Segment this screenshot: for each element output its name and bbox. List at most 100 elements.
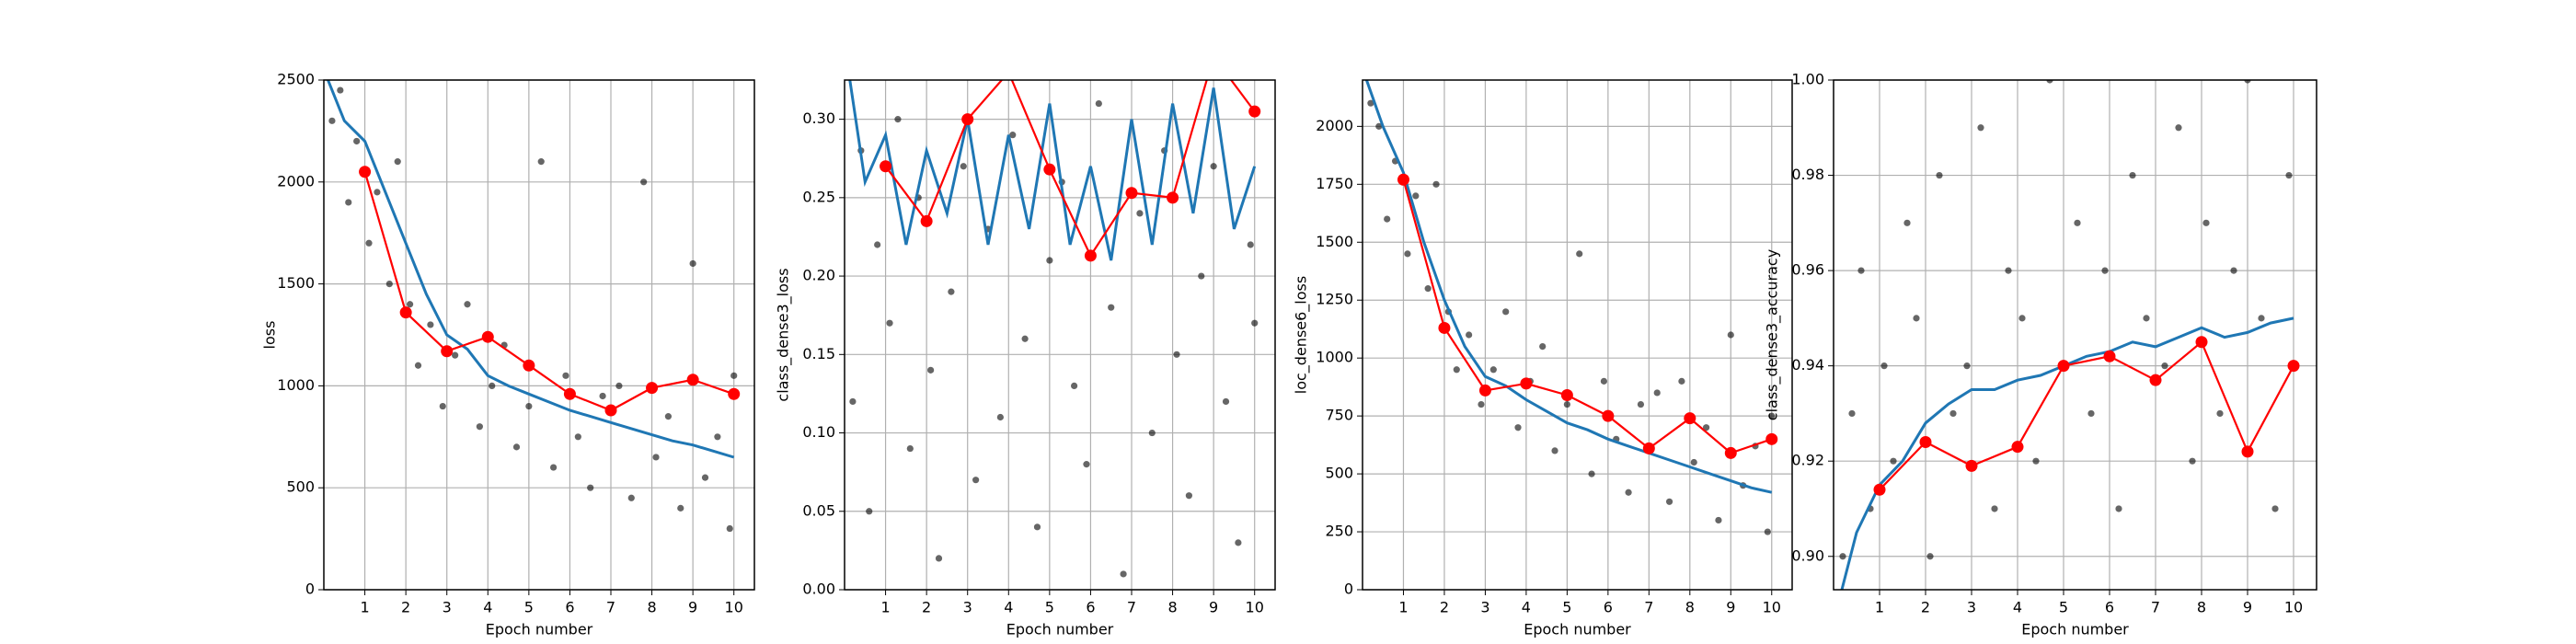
smoothed-line: [1364, 80, 1773, 494]
scatter-point: [652, 454, 660, 461]
epoch-line: [1879, 340, 2294, 491]
scatter-point: [550, 464, 558, 471]
x-tick-label: 3: [1967, 599, 1976, 616]
y-tick-label: 500: [286, 478, 315, 496]
epoch-point: [2103, 350, 2116, 362]
scatter-point: [1715, 516, 1722, 524]
scatter-point: [2046, 80, 2053, 84]
epoch-point: [1919, 435, 1932, 448]
scatter-point: [1551, 447, 1558, 454]
y-tick-label: 1500: [1316, 233, 1353, 250]
epoch-point: [1003, 66, 1015, 78]
x-tick-label: 6: [2105, 599, 2114, 616]
scatter-point: [849, 397, 857, 406]
scatter-point: [337, 86, 344, 94]
scatter-point: [2216, 409, 2224, 418]
scatter-point: [2018, 315, 2026, 322]
scatter-point: [2285, 171, 2293, 179]
axes-frame: [323, 79, 755, 591]
scatter-point: [562, 372, 569, 379]
scatter-point: [2087, 409, 2095, 418]
x-tick-label: 7: [1127, 599, 1136, 616]
scatter-point: [365, 239, 373, 247]
y-tick-label: 1250: [1316, 291, 1353, 308]
plot-area: [1839, 80, 2300, 590]
scatter-point: [1375, 122, 1383, 130]
scatter-point: [1576, 250, 1583, 258]
axes-frame: [844, 79, 1276, 591]
epoch-point: [523, 359, 535, 372]
scatter-point: [935, 555, 943, 562]
scatter-point: [2032, 457, 2040, 465]
x-tick-label: 2: [1921, 599, 1930, 616]
x-tick-label: 2: [1440, 599, 1449, 616]
scatter-point: [1991, 505, 1998, 512]
scatter-point: [1913, 315, 1920, 322]
y-axis-label: class_dense3_accuracy: [1764, 249, 1782, 420]
scatter-point: [1926, 553, 1934, 560]
scatter-point: [1514, 424, 1522, 431]
scatter-point: [2202, 219, 2210, 226]
scatter-point: [714, 433, 721, 441]
scatter-point: [1764, 528, 1771, 535]
x-tick-label: 8: [1167, 599, 1177, 616]
scatter-point: [512, 443, 521, 451]
y-tick-label: 1.00: [1791, 71, 1824, 88]
epoch-point: [646, 382, 659, 395]
y-tick-label: 2500: [277, 71, 315, 88]
x-tick-label: 8: [1685, 599, 1695, 616]
scatter-point: [1198, 272, 1205, 280]
epoch-point: [1125, 187, 1138, 200]
x-tick-label: 9: [688, 599, 697, 616]
scatter-point: [1046, 257, 1053, 264]
x-tick-label: 3: [1480, 599, 1489, 616]
y-tick-label: 2000: [1316, 117, 1353, 134]
x-tick-label: 3: [963, 599, 972, 616]
x-tick-label: 8: [2197, 599, 2206, 616]
x-tick-label: 5: [524, 599, 534, 616]
x-tick-label: 1: [1398, 599, 1408, 616]
scatter-point: [996, 413, 1004, 421]
epoch-point: [1167, 191, 1179, 204]
epoch-point: [604, 404, 617, 417]
scatter-point: [640, 178, 648, 186]
scatter-point: [1367, 99, 1374, 107]
scatter-point: [394, 158, 401, 166]
scatter-point: [1637, 400, 1645, 408]
epoch-point: [686, 374, 699, 386]
scatter-point: [2101, 267, 2109, 274]
plot-area: [327, 80, 741, 533]
scatter-point: [1848, 409, 1856, 418]
scatter-point: [2161, 362, 2168, 370]
x-tick-label: 6: [565, 599, 574, 616]
scatter-point: [2271, 505, 2279, 512]
scatter-point: [615, 382, 623, 389]
y-tick-label: 1000: [1316, 349, 1353, 366]
x-tick-label: 5: [2059, 599, 2068, 616]
y-tick-label: 0.10: [802, 423, 835, 441]
y-tick-label: 250: [1325, 523, 1353, 540]
scatter-point: [1185, 492, 1192, 500]
plot-area: [1364, 80, 1778, 535]
scatter-point: [1222, 397, 1230, 406]
scatter-point: [1653, 389, 1661, 397]
smoothed-line: [327, 80, 735, 459]
scatter-point: [948, 288, 955, 295]
epoch-point: [1248, 105, 1261, 118]
scatter-point: [427, 321, 434, 328]
scatter-point: [730, 372, 738, 379]
scatter-point: [1210, 163, 1217, 170]
scatter-point: [2115, 505, 2122, 512]
epoch-line: [1402, 179, 1773, 454]
scatter-point: [1880, 362, 1888, 370]
scatter-point: [2230, 267, 2237, 274]
scatter-point: [2129, 171, 2136, 179]
x-tick-label: 2: [401, 599, 410, 616]
scatter-point: [1432, 180, 1440, 188]
epoch-point: [481, 330, 494, 343]
epoch-point: [880, 160, 892, 173]
scatter-point: [2143, 315, 2150, 322]
scatter-point: [1539, 342, 1547, 351]
x-tick-label: 1: [880, 599, 890, 616]
